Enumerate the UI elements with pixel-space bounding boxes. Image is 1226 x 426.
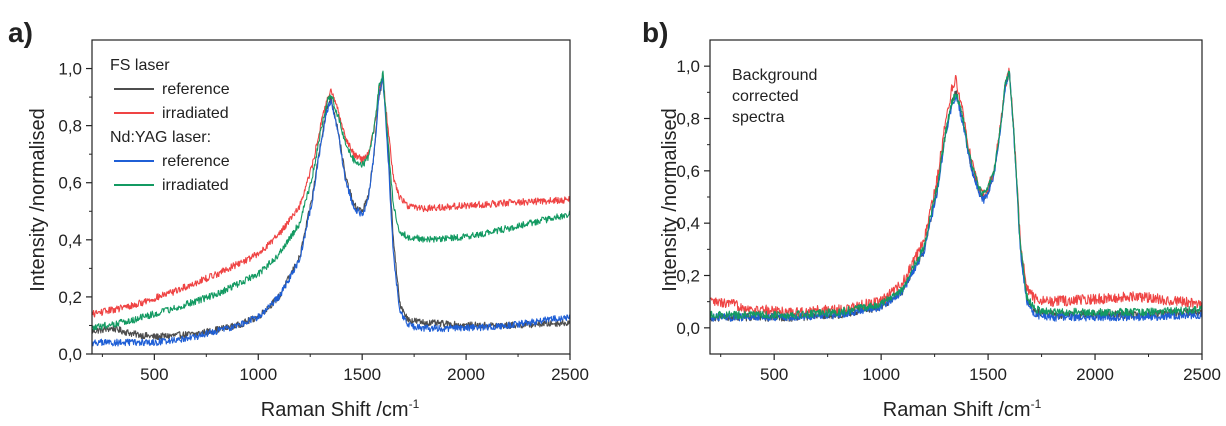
panel-b-ytick-label-1: 0,2	[676, 267, 700, 286]
panel-a-ytick-label-0: 0,0	[58, 345, 82, 364]
panel-a-legend-label-2: irradiated	[162, 105, 229, 122]
panel-b-annotation-line-1: Background	[732, 67, 817, 84]
panel-b-letter: b)	[642, 17, 668, 48]
panel-a-ytick-label-5: 1,0	[58, 60, 82, 79]
panel-a-xlabel-main: Raman Shift /cm	[261, 399, 409, 421]
panel-b-xtick-label-1000: 1000	[862, 365, 900, 384]
panel-a-ytick-label-3: 0,6	[58, 174, 82, 193]
panel-b-plot-area: 500 1000 1500 2000 2500 0,0 0,2 0,4 0,6 0,8 1,0	[676, 39, 1221, 384]
panel-b-series-4	[710, 70, 1202, 320]
panel-b-series-2	[710, 67, 1202, 318]
panel-b-xtick-label-1500: 1500	[969, 365, 1007, 384]
panel-a-legend-header-0: FS laser	[110, 57, 170, 74]
panel-a-legend-header-3: Nd:YAG laser:	[110, 129, 211, 146]
panel-a-axes-frame	[91, 39, 571, 355]
panel-a-plot-area: 500 1000 1500 2000 2500 0,0 0,2 0,4 0,6 0,8 1,0 FS …	[58, 39, 589, 384]
panel-b-ylabel: Intensity /normalised	[659, 108, 681, 291]
panel-b-xtick-label-500: 500	[760, 365, 788, 384]
panel-a-series-group	[92, 70, 570, 347]
panel-b-annotation-line-3: spectra	[732, 109, 785, 126]
panel-a-series-2	[92, 74, 570, 318]
panel-b-xlabel: Raman Shift /cm-1	[883, 397, 1042, 421]
panel-a-xtick-label-1000: 1000	[239, 365, 277, 384]
panel-b-ytick-label-3: 0,6	[676, 162, 700, 181]
panel-a-xtick-label-500: 500	[140, 365, 168, 384]
panel-a-legend-label-4: reference	[162, 153, 230, 170]
panel-a-ytick-label-1: 0,2	[58, 288, 82, 307]
panel-b-xtick-label-2000: 2000	[1076, 365, 1114, 384]
panel-b-ytick-label-2: 0,4	[676, 214, 700, 233]
panel-a-xtick-label-2500: 2500	[551, 365, 589, 384]
panel-a-series-3	[92, 76, 570, 347]
panel-a-legend-label-5: irradiated	[162, 177, 229, 194]
panel-a-xlabel: Raman Shift /cm-1	[261, 397, 420, 421]
panel-b: b) 500 1000 1500 2000 2500 0,0 0,2 0,4 0,6 0,8 1,0…	[642, 17, 1221, 421]
panel-b-series-group	[710, 67, 1202, 322]
panel-b-annotation-line-2: corrected	[732, 88, 799, 105]
panel-b-xtick-label-2500: 2500	[1183, 365, 1221, 384]
panel-b-xlabel-sup: -1	[1031, 397, 1042, 411]
panel-a-ytick-label-4: 0,8	[58, 117, 82, 136]
panel-b-xlabel-main: Raman Shift /cm	[883, 399, 1031, 421]
panel-a-ytick-label-2: 0,4	[58, 231, 82, 250]
panel-a-legend-label-1: reference	[162, 81, 230, 98]
panel-a-series-4	[92, 70, 570, 331]
panel-a-xtick-label-2000: 2000	[447, 365, 485, 384]
panel-a-letter: a)	[8, 17, 33, 48]
panel-b-ytick-label-0: 0,0	[676, 319, 700, 338]
panel-b-ytick-label-4: 0,8	[676, 110, 700, 129]
panel-a-xlabel-sup: -1	[409, 397, 420, 411]
panel-a-xtick-label-1500: 1500	[343, 365, 381, 384]
panel-a: a) 500 1000 1500 2000 2500 0,0 0,2 0,4 0,6 0,8 1,0…	[8, 17, 589, 421]
panel-a-ylabel: Intensity /normalised	[27, 108, 49, 291]
panel-b-ytick-label-5: 1,0	[676, 57, 700, 76]
